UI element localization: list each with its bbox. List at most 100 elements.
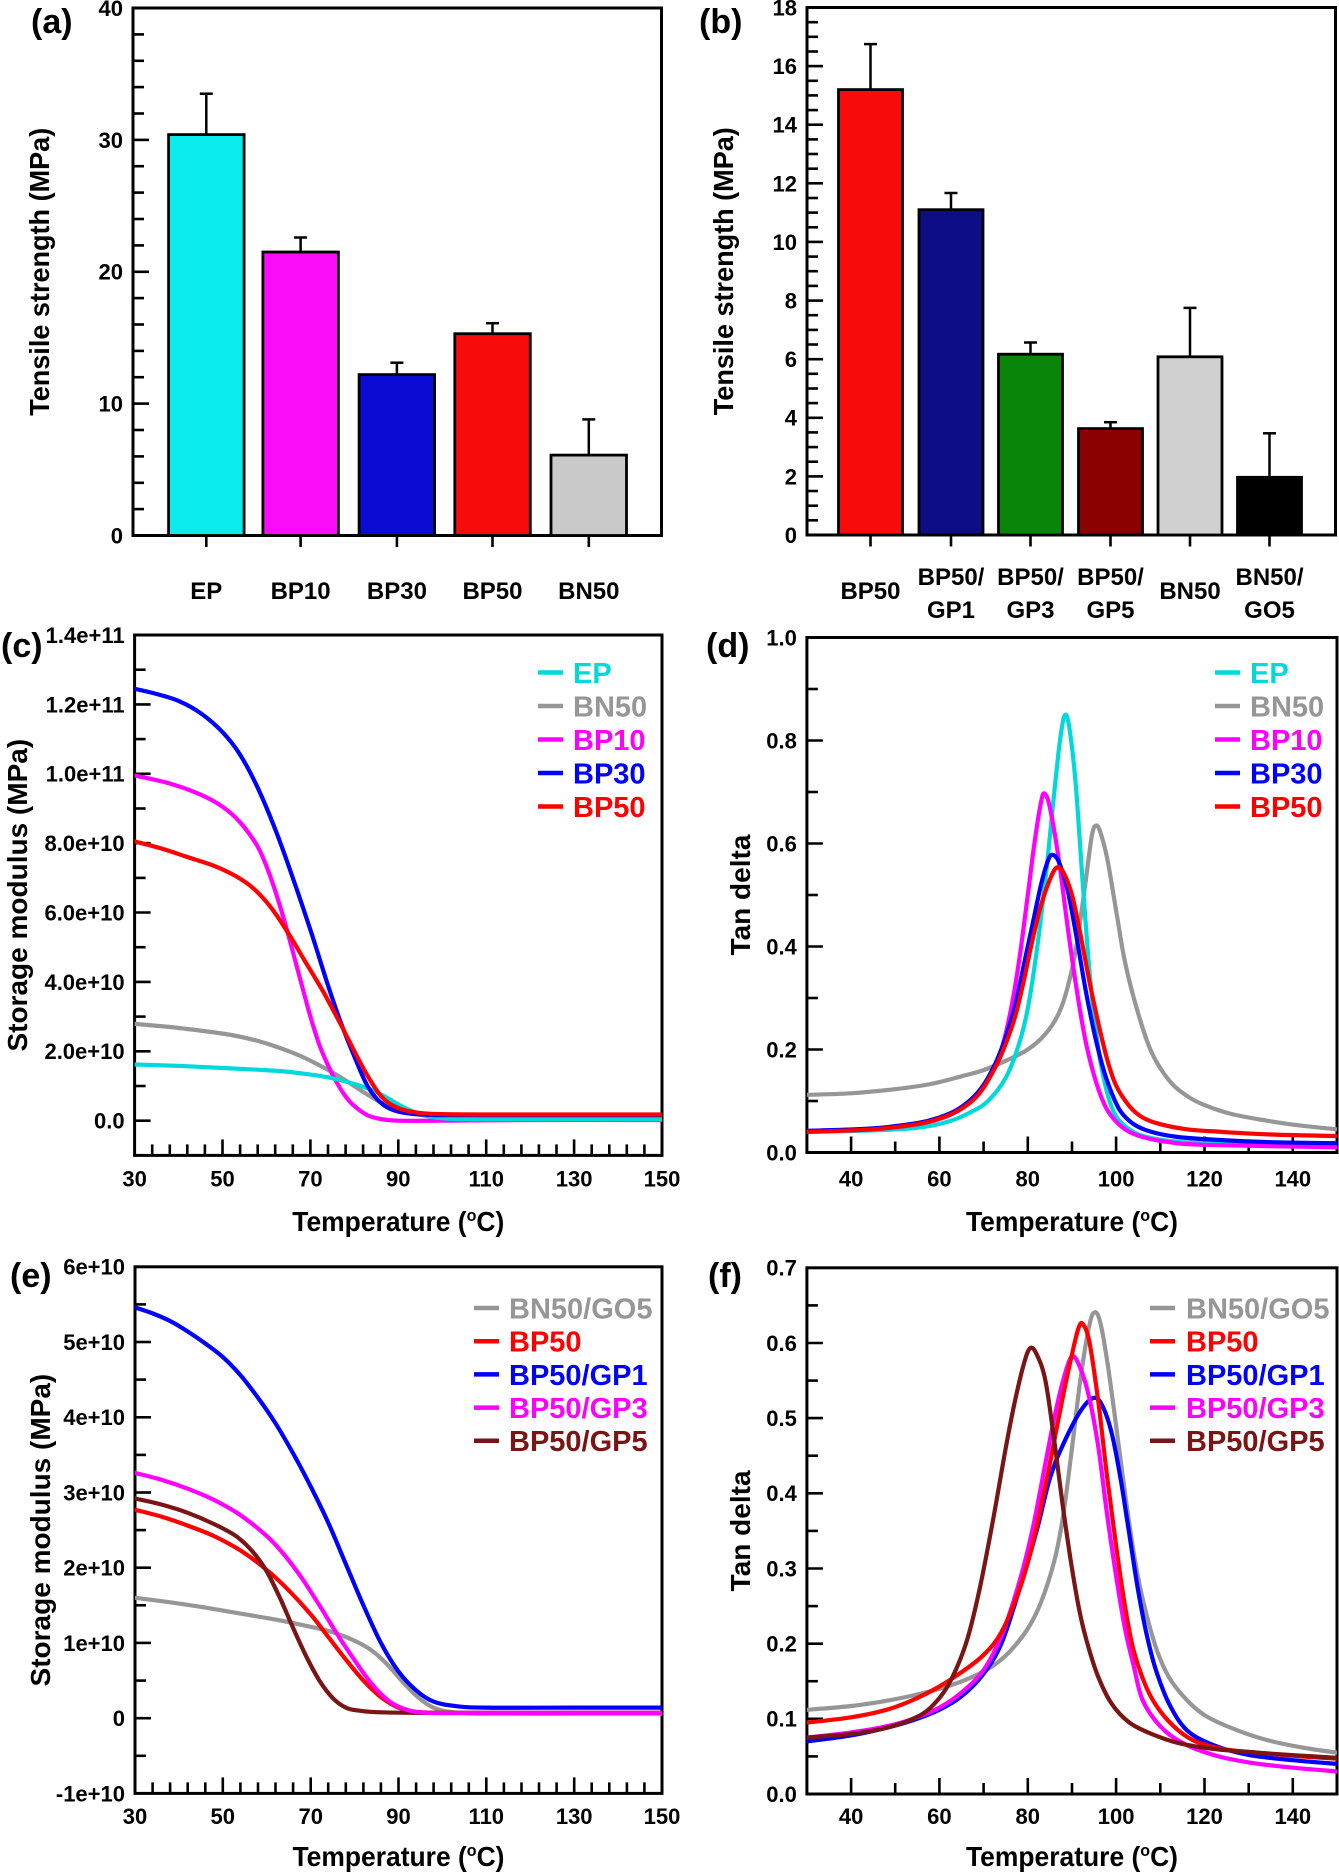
svg-text:0.0: 0.0 bbox=[766, 1782, 797, 1807]
svg-text:50: 50 bbox=[211, 1804, 235, 1829]
svg-text:0.5: 0.5 bbox=[766, 1406, 797, 1431]
svg-text:6e+10: 6e+10 bbox=[63, 1255, 125, 1280]
svg-text:0.4: 0.4 bbox=[766, 1481, 797, 1506]
svg-text:BP50/GP5: BP50/GP5 bbox=[509, 1426, 648, 1458]
svg-text:0: 0 bbox=[113, 1706, 125, 1731]
svg-text:BN50: BN50 bbox=[558, 578, 619, 605]
svg-text:130: 130 bbox=[556, 1804, 593, 1829]
svg-text:BN50/GO5: BN50/GO5 bbox=[509, 1293, 652, 1325]
svg-text:150: 150 bbox=[644, 1804, 681, 1829]
svg-text:BP50/GP1: BP50/GP1 bbox=[1186, 1360, 1325, 1392]
svg-text:1.2e+11: 1.2e+11 bbox=[46, 692, 125, 717]
svg-text:BP50: BP50 bbox=[573, 792, 646, 824]
svg-text:0.0: 0.0 bbox=[766, 1140, 797, 1165]
svg-text:120: 120 bbox=[1186, 1804, 1223, 1829]
svg-text:6.0e+10: 6.0e+10 bbox=[44, 901, 124, 926]
svg-text:30: 30 bbox=[99, 128, 123, 153]
svg-text:BP50/GP3: BP50/GP3 bbox=[509, 1393, 648, 1425]
svg-text:10: 10 bbox=[99, 392, 123, 417]
svg-text:0: 0 bbox=[785, 523, 797, 548]
svg-text:GO5: GO5 bbox=[1244, 597, 1295, 624]
svg-text:2.0e+10: 2.0e+10 bbox=[44, 1039, 124, 1064]
svg-text:110: 110 bbox=[469, 1804, 505, 1829]
svg-text:5e+10: 5e+10 bbox=[63, 1330, 125, 1355]
svg-text:GP1: GP1 bbox=[927, 597, 975, 624]
svg-text:Tensile strength (MPa): Tensile strength (MPa) bbox=[708, 127, 739, 415]
svg-text:4.0e+10: 4.0e+10 bbox=[44, 970, 124, 995]
svg-text:BP50/GP3: BP50/GP3 bbox=[1186, 1393, 1325, 1425]
svg-text:Temperature (oC): Temperature (oC) bbox=[292, 1206, 504, 1237]
svg-text:BP50: BP50 bbox=[1186, 1327, 1259, 1359]
svg-text:Temperature (oC): Temperature (oC) bbox=[966, 1206, 1178, 1237]
svg-text:Tan delta: Tan delta bbox=[725, 834, 756, 955]
svg-text:0.2: 0.2 bbox=[766, 1037, 797, 1062]
svg-text:BP50/: BP50/ bbox=[997, 564, 1064, 591]
svg-text:0.6: 0.6 bbox=[766, 831, 797, 856]
svg-text:130: 130 bbox=[556, 1167, 593, 1192]
svg-text:2: 2 bbox=[785, 464, 797, 489]
svg-text:1.0: 1.0 bbox=[766, 625, 797, 650]
svg-text:60: 60 bbox=[927, 1804, 951, 1829]
svg-text:BN50: BN50 bbox=[573, 691, 647, 723]
svg-text:Storage modulus (MPa): Storage modulus (MPa) bbox=[25, 1374, 56, 1687]
svg-text:EP: EP bbox=[573, 658, 612, 690]
svg-text:BP30: BP30 bbox=[367, 578, 427, 605]
svg-text:40: 40 bbox=[839, 1804, 863, 1829]
svg-text:8: 8 bbox=[785, 289, 797, 314]
svg-text:90: 90 bbox=[386, 1804, 410, 1829]
svg-text:6: 6 bbox=[785, 347, 797, 372]
svg-text:1.4e+11: 1.4e+11 bbox=[46, 623, 125, 648]
svg-text:(b): (b) bbox=[699, 3, 742, 41]
svg-text:GP5: GP5 bbox=[1086, 597, 1134, 624]
svg-text:(e): (e) bbox=[10, 1257, 52, 1295]
svg-text:EP: EP bbox=[1250, 658, 1289, 690]
svg-text:Tan delta: Tan delta bbox=[725, 1470, 756, 1591]
svg-text:18: 18 bbox=[773, 0, 797, 20]
svg-text:40: 40 bbox=[99, 0, 123, 21]
svg-text:0.8: 0.8 bbox=[766, 728, 797, 753]
svg-text:0.6: 0.6 bbox=[766, 1331, 797, 1356]
svg-text:3e+10: 3e+10 bbox=[63, 1480, 125, 1505]
svg-text:BP50/GP1: BP50/GP1 bbox=[509, 1360, 648, 1392]
svg-text:BP10: BP10 bbox=[1250, 725, 1323, 757]
svg-text:BN50: BN50 bbox=[1159, 578, 1220, 605]
svg-text:2e+10: 2e+10 bbox=[63, 1556, 125, 1581]
svg-text:110: 110 bbox=[468, 1167, 504, 1192]
svg-text:BP50: BP50 bbox=[462, 578, 522, 605]
svg-text:(f): (f) bbox=[708, 1257, 742, 1295]
svg-text:100: 100 bbox=[1098, 1804, 1135, 1829]
svg-text:BP30: BP30 bbox=[573, 758, 646, 790]
svg-text:60: 60 bbox=[927, 1167, 951, 1192]
svg-text:BN50/: BN50/ bbox=[1235, 564, 1303, 591]
svg-text:GP3: GP3 bbox=[1006, 597, 1054, 624]
svg-text:100: 100 bbox=[1098, 1167, 1135, 1192]
svg-text:10: 10 bbox=[773, 230, 797, 255]
svg-text:0.7: 0.7 bbox=[766, 1256, 797, 1281]
svg-text:(a): (a) bbox=[31, 3, 73, 41]
svg-text:EP: EP bbox=[190, 578, 222, 605]
svg-text:0.2: 0.2 bbox=[766, 1632, 797, 1657]
svg-text:BP50/: BP50/ bbox=[1077, 564, 1144, 591]
svg-text:Tensile strength (MPa): Tensile strength (MPa) bbox=[24, 128, 55, 416]
svg-text:140: 140 bbox=[1274, 1804, 1311, 1829]
svg-text:30: 30 bbox=[123, 1804, 147, 1829]
svg-text:Storage modulus (MPa): Storage modulus (MPa) bbox=[2, 739, 33, 1052]
svg-text:90: 90 bbox=[386, 1167, 410, 1192]
svg-text:140: 140 bbox=[1274, 1167, 1311, 1192]
svg-text:0.0: 0.0 bbox=[94, 1109, 125, 1134]
svg-text:0.4: 0.4 bbox=[766, 934, 797, 959]
svg-text:1.0e+11: 1.0e+11 bbox=[46, 762, 125, 787]
svg-text:4: 4 bbox=[785, 406, 798, 431]
svg-text:40: 40 bbox=[839, 1167, 863, 1192]
svg-text:BP50: BP50 bbox=[509, 1327, 582, 1359]
svg-text:BN50: BN50 bbox=[1250, 691, 1324, 723]
svg-text:14: 14 bbox=[773, 113, 798, 138]
svg-text:12: 12 bbox=[773, 171, 797, 196]
svg-text:BP50/: BP50/ bbox=[918, 564, 985, 591]
svg-text:0: 0 bbox=[111, 523, 123, 548]
svg-text:BP50: BP50 bbox=[1250, 792, 1323, 824]
svg-text:1e+10: 1e+10 bbox=[63, 1631, 125, 1656]
svg-text:4e+10: 4e+10 bbox=[63, 1405, 125, 1430]
svg-text:80: 80 bbox=[1016, 1804, 1040, 1829]
svg-text:70: 70 bbox=[298, 1804, 322, 1829]
